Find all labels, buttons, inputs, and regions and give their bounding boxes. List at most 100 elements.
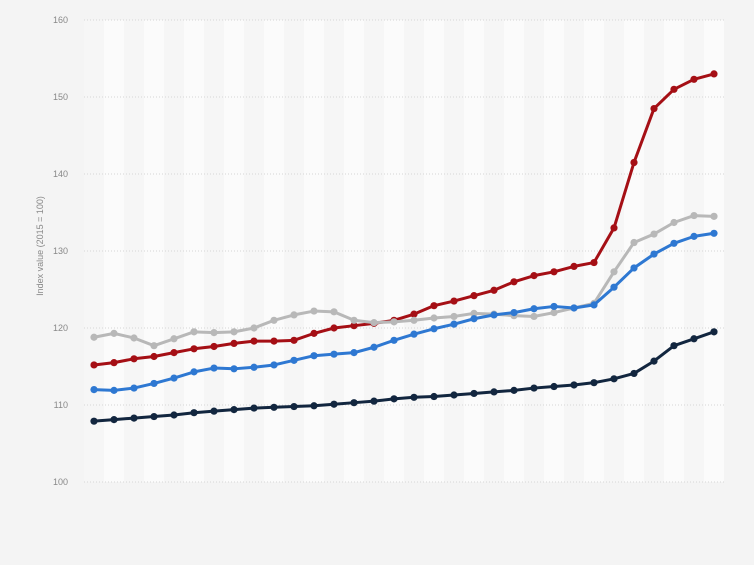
- data-point: [490, 388, 498, 396]
- y-axis-ticks: 100 110 120 130 140 150 160: [53, 15, 68, 487]
- data-point: [130, 334, 138, 342]
- data-point: [430, 302, 438, 310]
- data-point: [470, 389, 478, 398]
- data-point: [350, 316, 358, 324]
- data-point: [250, 324, 258, 332]
- data-point: [330, 308, 338, 316]
- data-point: [650, 230, 658, 238]
- data-point: [590, 301, 598, 309]
- data-point: [210, 407, 218, 415]
- y-tick-label: 140: [53, 169, 68, 179]
- data-point: [710, 229, 718, 237]
- data-point: [630, 238, 638, 247]
- data-point: [370, 343, 378, 351]
- data-point: [270, 361, 278, 369]
- data-point: [410, 393, 418, 401]
- data-point: [550, 309, 558, 317]
- data-point: [710, 328, 718, 336]
- column-band: [544, 20, 564, 482]
- y-axis-label: Index value (2015 = 100): [35, 196, 45, 296]
- data-point: [450, 320, 458, 328]
- data-point: [190, 409, 198, 417]
- data-point: [410, 330, 418, 338]
- data-point: [330, 350, 338, 358]
- data-point: [390, 336, 398, 344]
- data-point: [630, 264, 638, 272]
- data-point: [90, 333, 98, 341]
- data-point: [470, 309, 478, 317]
- data-point: [410, 310, 418, 318]
- column-band: [364, 20, 384, 482]
- data-point: [230, 365, 238, 373]
- data-point: [590, 258, 598, 267]
- data-point: [330, 400, 338, 408]
- data-point: [350, 399, 358, 407]
- data-point: [550, 268, 558, 276]
- y-tick-label: 100: [53, 477, 68, 487]
- data-point: [510, 309, 518, 317]
- column-band: [424, 20, 444, 482]
- data-point: [410, 316, 418, 324]
- data-point: [530, 312, 538, 321]
- data-point: [250, 337, 258, 345]
- data-point: [110, 386, 118, 394]
- y-tick-label: 110: [54, 400, 68, 410]
- data-point: [250, 404, 258, 412]
- data-point: [230, 339, 238, 347]
- data-point: [490, 311, 498, 319]
- data-point: [290, 356, 298, 364]
- column-band: [124, 20, 144, 482]
- data-point: [90, 417, 98, 425]
- data-point: [470, 292, 478, 300]
- data-point: [490, 286, 498, 294]
- data-point: [110, 359, 118, 367]
- data-point: [430, 325, 438, 333]
- data-point: [470, 315, 478, 323]
- data-point: [370, 319, 378, 327]
- data-point: [630, 158, 638, 167]
- data-point: [310, 307, 318, 315]
- column-band: [604, 20, 624, 482]
- data-point: [710, 70, 718, 78]
- y-tick-label: 150: [53, 92, 68, 102]
- data-point: [150, 412, 158, 421]
- data-point: [450, 297, 458, 305]
- data-point: [110, 416, 118, 424]
- data-point: [270, 316, 278, 324]
- data-point: [510, 386, 518, 394]
- data-point: [570, 381, 578, 389]
- data-point: [190, 328, 198, 336]
- series-4: [90, 328, 718, 425]
- series-layer: [90, 70, 718, 425]
- data-point: [290, 402, 298, 411]
- data-point: [190, 368, 198, 376]
- data-point: [590, 379, 598, 387]
- data-point: [330, 324, 338, 332]
- series-3: [90, 229, 718, 394]
- data-point: [610, 375, 618, 383]
- data-point: [390, 395, 398, 403]
- data-point: [450, 391, 458, 399]
- data-point: [670, 342, 678, 350]
- data-point: [310, 329, 318, 337]
- data-point: [610, 283, 618, 291]
- data-point: [230, 406, 238, 414]
- data-point: [230, 328, 238, 336]
- data-point: [350, 349, 358, 357]
- data-point: [210, 364, 218, 372]
- data-point: [690, 211, 698, 220]
- data-point: [530, 305, 538, 313]
- data-point: [110, 329, 118, 337]
- y-tick-label: 160: [53, 15, 68, 25]
- data-point: [270, 403, 278, 411]
- y-tick-label: 130: [53, 246, 68, 256]
- data-point: [130, 414, 138, 422]
- data-point: [170, 335, 178, 343]
- data-point: [550, 302, 558, 311]
- data-point: [350, 322, 358, 330]
- data-point: [670, 85, 678, 93]
- y-tick-label: 120: [53, 323, 68, 333]
- data-point: [450, 312, 458, 321]
- data-point: [670, 239, 678, 247]
